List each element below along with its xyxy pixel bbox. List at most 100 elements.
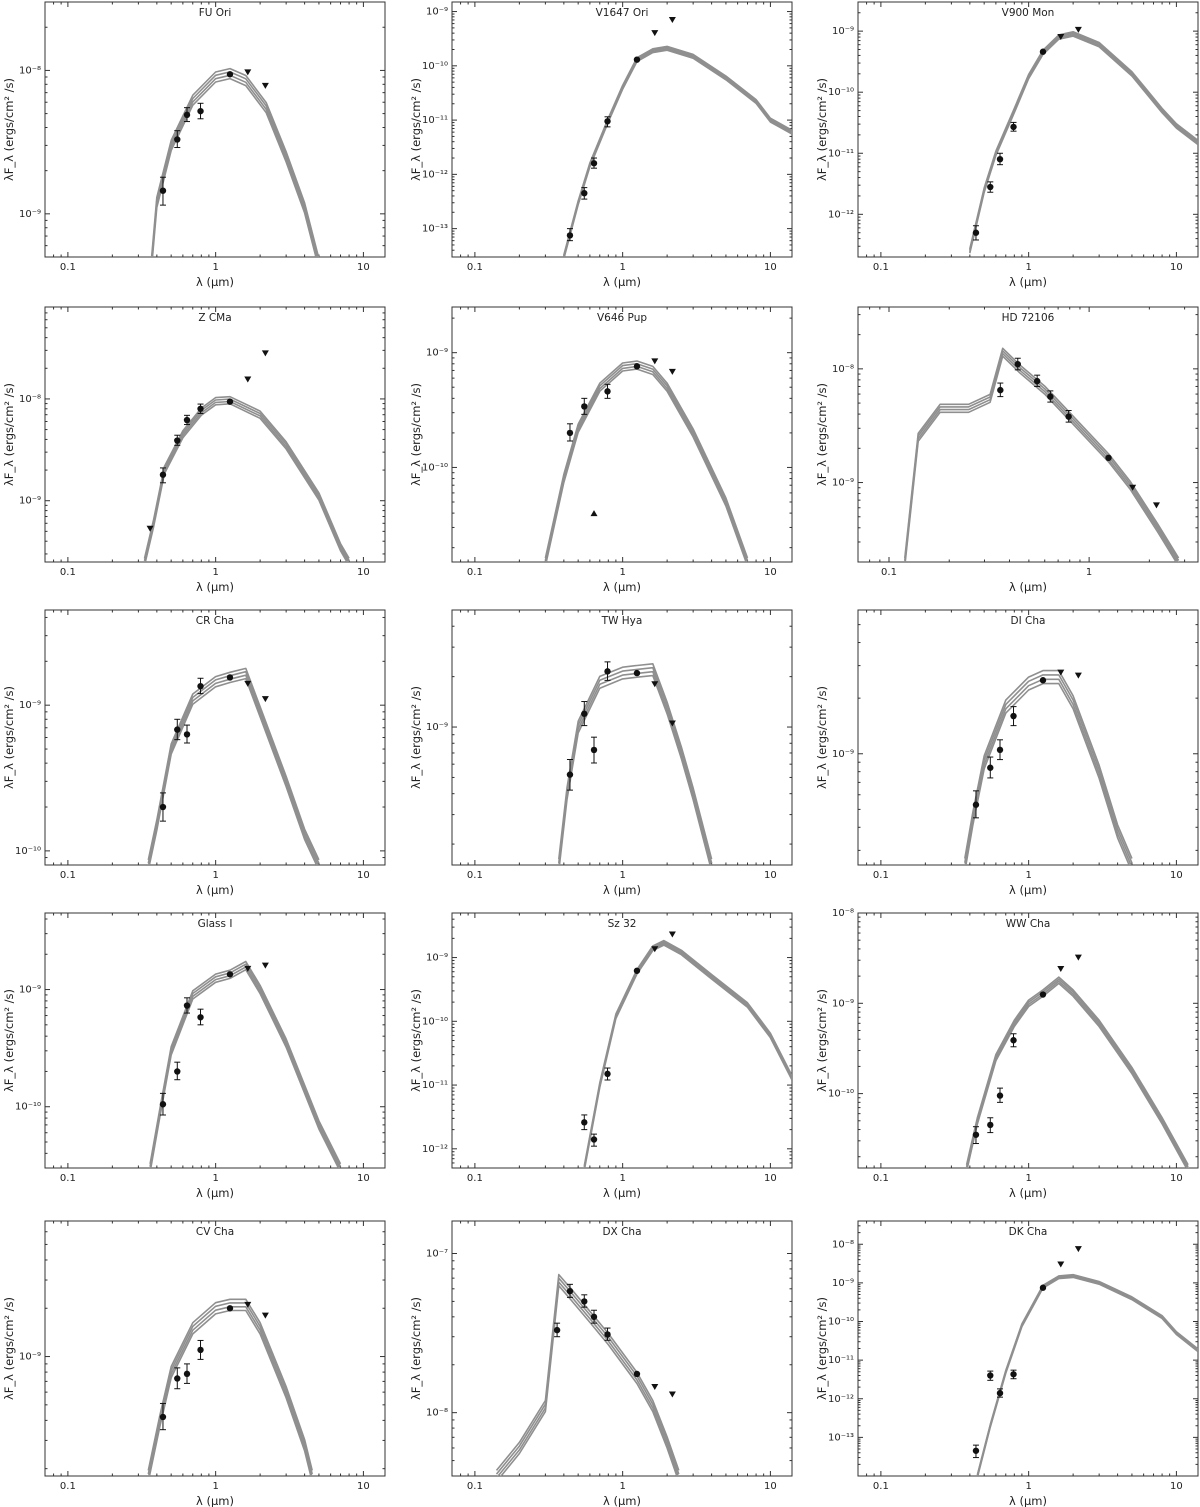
photometry-point: [1033, 377, 1041, 385]
x-tick-label: 0.1: [467, 1173, 483, 1184]
x-tick-label: 10: [357, 567, 370, 578]
plot-frame: [857, 1, 1199, 258]
upper-limit-marker: [244, 69, 252, 76]
photometry-point: [987, 1372, 994, 1379]
sed-panel: 0.1 1 10 10⁻¹³ 10⁻¹² 10⁻¹¹ 10⁻¹⁰ 10⁻⁹ 10⁻⁸ DK Cha…: [815, 1220, 1199, 1507]
model-sed-curve: [147, 1298, 313, 1471]
photometry-point: [1047, 393, 1054, 400]
plot-frame: [44, 609, 386, 866]
model-sed-curve: [147, 667, 320, 861]
photometry-point: [987, 183, 994, 191]
x-tick-label: 1: [212, 567, 218, 578]
x-axis-label: λ (μm): [1009, 1186, 1047, 1200]
photometry-point: [197, 682, 204, 690]
y-axis-label: λF_λ (ergs/cm² /s): [815, 1297, 829, 1400]
y-tick-label: 10⁻⁸: [832, 1239, 854, 1250]
y-tick-label: 10⁻¹¹: [828, 148, 854, 159]
photometry-point: [972, 229, 980, 236]
x-tick-label: 10: [764, 1173, 777, 1184]
upper-limit-marker: [244, 376, 252, 383]
x-axis-label: λ (μm): [1009, 1494, 1047, 1507]
photometry-point: [197, 1014, 204, 1021]
upper-limit-marker: [261, 1312, 269, 1319]
y-tick-label: 10⁻⁹: [426, 953, 448, 964]
photometry-point: [159, 1101, 167, 1108]
x-tick-label: 0.1: [873, 870, 889, 881]
model-curves: [964, 669, 1133, 865]
sed-panel: 0.1 1 10 10⁻⁹ 10⁻⁸ FU Ori λ (μm) λF_λ (ergs/cm²…: [2, 1, 386, 289]
y-tick-label: 10⁻⁸: [19, 65, 41, 76]
y-axis-label: λF_λ (ergs/cm² /s): [815, 686, 829, 789]
photometry-point: [159, 471, 167, 478]
y-tick-label: 10⁻⁹: [426, 722, 448, 733]
photometry-point: [604, 388, 611, 395]
sed-panel: 0.1 1 10 10⁻¹⁰ 10⁻⁹ CR Cha λ (μm) λF_λ (ergs/cm…: [2, 609, 386, 897]
x-tick-label: 10: [1170, 262, 1183, 273]
x-tick-label: 0.1: [60, 567, 76, 578]
photometry-point: [183, 416, 191, 424]
lower-limit-marker: [590, 510, 598, 517]
y-axis-label: λF_λ (ergs/cm² /s): [409, 78, 423, 181]
x-tick-label: 10: [764, 567, 777, 578]
model-sed-curve: [495, 1273, 680, 1471]
x-axis-label: λ (μm): [1009, 883, 1047, 897]
x-axis-label: λ (μm): [603, 1186, 641, 1200]
sed-panel: 0.1 1 10⁻⁹ 10⁻⁸ HD 72106 λ (μm) λF_λ (ergs/cm²…: [815, 306, 1199, 594]
panel-title: Sz 32: [608, 918, 637, 930]
photometry-point: [996, 155, 1004, 163]
y-tick-label: 10⁻⁸: [832, 908, 854, 919]
photometry-point: [590, 746, 598, 754]
photometry-point: [553, 1326, 561, 1334]
x-tick-label: 1: [619, 1173, 625, 1184]
model-sed-curve: [964, 674, 1133, 864]
model-sed-curve: [497, 1281, 679, 1476]
x-tick-label: 0.1: [467, 262, 483, 273]
photometry-point: [996, 746, 1004, 754]
x-axis-label: λ (μm): [603, 580, 641, 594]
y-tick-label: 10⁻⁹: [832, 998, 854, 1009]
x-tick-label: 1: [1025, 1173, 1031, 1184]
x-axis-label: λ (μm): [196, 580, 234, 594]
upper-limit-marker: [261, 82, 269, 89]
photometry-point: [1010, 712, 1017, 720]
photometry-point: [972, 1447, 980, 1454]
panel-title: HD 72106: [1002, 312, 1055, 324]
panel-title: DI Cha: [1011, 615, 1046, 627]
plot-frame: [44, 1, 386, 258]
y-axis-label: λF_λ (ergs/cm² /s): [2, 78, 16, 181]
sed-panel: 0.1 1 10 10⁻⁹ 10⁻⁸ Z CMa λ (μm) λF_λ (ergs/cm² …: [2, 306, 386, 594]
upper-limit-marker: [668, 368, 676, 375]
photometry-point: [604, 668, 611, 675]
x-tick-label: 10: [357, 262, 370, 273]
y-tick-label: 10⁻⁹: [19, 209, 41, 220]
x-tick-label: 0.1: [467, 870, 483, 881]
plot-frame: [857, 306, 1199, 563]
model-sed-curve: [150, 67, 320, 257]
sed-panel: 0.1 1 10 10⁻¹⁰ 10⁻⁹ Glass I λ (μm) λF_λ (ergs/c…: [2, 912, 386, 1200]
x-axis-label: λ (μm): [196, 275, 234, 289]
y-axis-label: λF_λ (ergs/cm² /s): [409, 989, 423, 1092]
x-axis-label: λ (μm): [1009, 275, 1047, 289]
y-axis-label: λF_λ (ergs/cm² /s): [815, 383, 829, 486]
panel-title: FU Ori: [199, 7, 232, 19]
upper-limit-marker: [668, 16, 676, 23]
y-tick-label: 10⁻¹³: [828, 1432, 854, 1443]
panel-title: TW Hya: [601, 615, 643, 627]
upper-limit-marker: [1152, 502, 1160, 509]
photometry-point: [604, 1331, 611, 1338]
panel-title: V900 Mon: [1002, 7, 1055, 19]
photometry-point: [972, 1131, 980, 1138]
y-tick-label: 10⁻¹³: [422, 224, 448, 235]
photometry-point: [174, 1375, 181, 1382]
x-tick-label: 1: [619, 262, 625, 273]
photometry-point: [1014, 360, 1021, 368]
photometry-point: [174, 726, 181, 733]
y-tick-label: 10⁻¹⁰: [422, 1016, 448, 1027]
y-tick-label: 10⁻⁹: [19, 1352, 41, 1363]
x-tick-label: 1: [1025, 262, 1031, 273]
x-tick-label: 10: [1170, 1173, 1183, 1184]
x-tick-label: 0.1: [873, 1481, 889, 1492]
photometry-point: [1105, 454, 1112, 462]
plot-frame: [451, 609, 793, 866]
